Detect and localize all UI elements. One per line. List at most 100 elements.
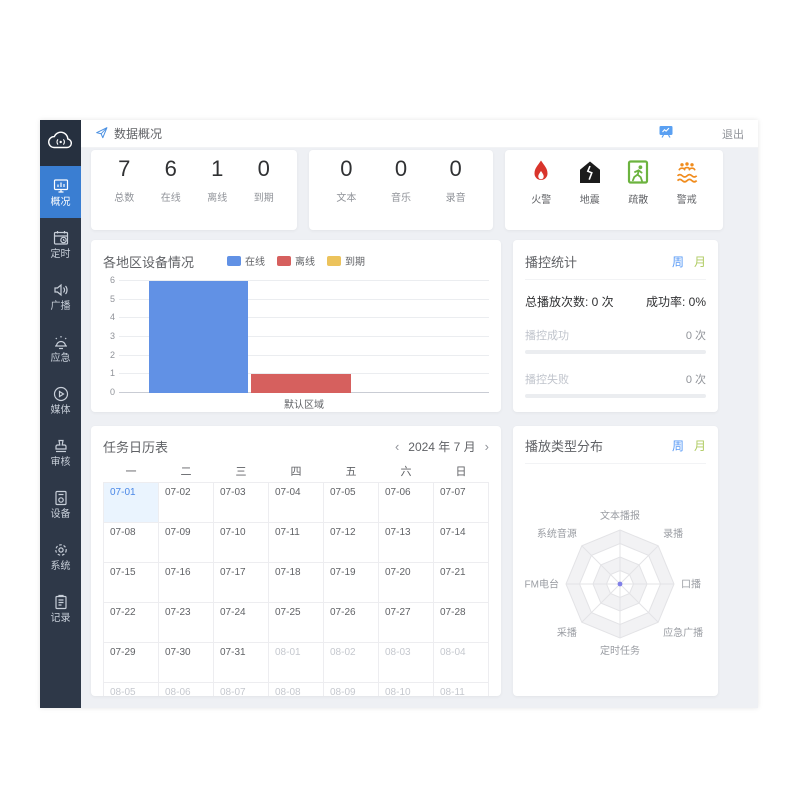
emergency-type-fire[interactable]: 火警	[527, 158, 555, 230]
tab-week[interactable]: 周	[671, 255, 684, 269]
calendar-cell-08-06[interactable]: 08-06	[158, 682, 214, 696]
legend-swatch	[277, 255, 291, 266]
calendar-cell-07-02[interactable]: 07-02	[158, 482, 214, 523]
calendar-cell-07-08[interactable]: 07-08	[103, 522, 159, 563]
legend-label: 离线	[295, 257, 315, 268]
radar-period-tabs: 周 月	[672, 437, 706, 454]
sidebar-item-device[interactable]: 设备	[40, 478, 81, 530]
sidebar-item-emergency[interactable]: 应急	[40, 322, 81, 374]
dashboard-content: 7 总数 6 在线 1 离线 0 到期 0 文本 0 音乐 0 录音 火警 地震 疏散 警戒 各地区设备情况 …	[81, 148, 758, 708]
playback-row-value: 0 次	[685, 374, 706, 386]
calendar-cell-07-26[interactable]: 07-26	[323, 602, 379, 643]
stat-label: 离线	[207, 193, 228, 204]
calendar-cell-07-18[interactable]: 07-18	[268, 562, 324, 603]
calendar-cell-07-11[interactable]: 07-11	[268, 522, 324, 563]
calendar-title: 任务日历表	[103, 439, 169, 455]
emergency-type-label: 疏散	[628, 195, 649, 206]
calendar-cell-07-20[interactable]: 07-20	[378, 562, 434, 603]
emergency-type-alert[interactable]: 警戒	[673, 158, 701, 230]
dashboard-icon	[52, 177, 70, 195]
calendar-cell-08-11[interactable]: 08-11	[433, 682, 489, 696]
calendar-cell-07-28[interactable]: 07-28	[433, 602, 489, 643]
calendar-cell-07-29[interactable]: 07-29	[103, 642, 159, 683]
logout-button[interactable]: 退出	[722, 128, 744, 141]
calendar-cell-07-19[interactable]: 07-19	[323, 562, 379, 603]
month-label: 2024 年 7 月	[408, 439, 476, 454]
playback-row-label: 播控成功	[525, 330, 569, 342]
calendar-cell-07-24[interactable]: 07-24	[213, 602, 269, 643]
next-month-button[interactable]: ›	[484, 438, 489, 454]
weekday-header: 三	[235, 466, 247, 478]
legend-swatch	[327, 255, 341, 266]
calendar-cell-07-05[interactable]: 07-05	[323, 482, 379, 523]
calendar-cell-08-09[interactable]: 08-09	[323, 682, 379, 696]
send-plane-icon	[95, 126, 108, 142]
calendar-cell-07-12[interactable]: 07-12	[323, 522, 379, 563]
radar-title: 播放类型分布	[525, 439, 604, 454]
stat-value: 6	[164, 156, 177, 181]
svg-text:文本播报: 文本播报	[600, 509, 640, 522]
sidebar-item-media[interactable]: 媒体	[40, 374, 81, 426]
y-tick: 6	[109, 275, 115, 285]
playback-row: 播控失败 0 次	[525, 371, 706, 398]
calendar-cell-07-21[interactable]: 07-21	[433, 562, 489, 603]
calendar-cell-07-31[interactable]: 07-31	[213, 642, 269, 683]
calendar-cell-07-23[interactable]: 07-23	[158, 602, 214, 643]
calendar-cell-07-15[interactable]: 07-15	[103, 562, 159, 603]
sidebar-item-overview[interactable]: 概况	[40, 166, 81, 218]
sidebar-item-broadcast[interactable]: 广播	[40, 270, 81, 322]
calendar-cell-08-03[interactable]: 08-03	[378, 642, 434, 683]
media-stat-music: 0 音乐	[390, 158, 411, 205]
stat-label: 录音	[445, 193, 466, 204]
tab-month[interactable]: 月	[693, 439, 706, 453]
calendar-cell-08-04[interactable]: 08-04	[433, 642, 489, 683]
legend-item-到期[interactable]: 到期	[327, 253, 365, 268]
legend-swatch	[227, 255, 241, 266]
charts-row: 各地区设备情况 在线 离线 到期 0 1 2 3 4 5 6 默认区域 播控统计	[91, 240, 748, 412]
sidebar-item-system[interactable]: 系统	[40, 530, 81, 582]
screen-board-icon[interactable]	[658, 124, 674, 144]
tab-month[interactable]: 月	[693, 255, 706, 269]
calendar-cell-07-27[interactable]: 07-27	[378, 602, 434, 643]
legend-item-离线[interactable]: 离线	[277, 253, 315, 268]
calendar-cell-07-25[interactable]: 07-25	[268, 602, 324, 643]
stat-label: 音乐	[390, 193, 411, 204]
calendar-cell-07-17[interactable]: 07-17	[213, 562, 269, 603]
calendar-cell-08-01[interactable]: 08-01	[268, 642, 324, 683]
calendar-cell-07-13[interactable]: 07-13	[378, 522, 434, 563]
calendar-cell-07-04[interactable]: 07-04	[268, 482, 324, 523]
gear-icon	[52, 541, 70, 559]
stat-label: 总数	[114, 193, 135, 204]
calendar-cell-07-22[interactable]: 07-22	[103, 602, 159, 643]
emergency-type-label: 地震	[579, 195, 600, 206]
device-stat-offline: 1 离线	[207, 158, 228, 205]
prev-month-button[interactable]: ‹	[394, 438, 400, 454]
stat-label: 在线	[160, 193, 181, 204]
calendar-cell-08-07[interactable]: 08-07	[213, 682, 269, 696]
calendar-cell-08-05[interactable]: 08-05	[103, 682, 159, 696]
calendar-cell-08-10[interactable]: 08-10	[378, 682, 434, 696]
calendar-cell-07-01[interactable]: 07-01	[103, 482, 159, 523]
calendar-cell-07-10[interactable]: 07-10	[213, 522, 269, 563]
sidebar-item-audit[interactable]: 审核	[40, 426, 81, 478]
calendar-cell-07-14[interactable]: 07-14	[433, 522, 489, 563]
calendar-cell-07-03[interactable]: 07-03	[213, 482, 269, 523]
calendar-cell-07-16[interactable]: 07-16	[158, 562, 214, 603]
topbar: 数据概况 退出	[81, 120, 758, 148]
app-logo	[40, 120, 81, 166]
legend-item-在线[interactable]: 在线	[227, 253, 265, 268]
gridline	[119, 280, 489, 281]
sidebar-item-timing[interactable]: 定时	[40, 218, 81, 270]
calendar-cell-07-30[interactable]: 07-30	[158, 642, 214, 683]
calendar-cell-07-09[interactable]: 07-09	[158, 522, 214, 563]
calendar-cell-08-08[interactable]: 08-08	[268, 682, 324, 696]
sidebar-item-records[interactable]: 记录	[40, 582, 81, 634]
emergency-type-earthquake[interactable]: 地震	[576, 158, 604, 230]
calendar-cell-08-02[interactable]: 08-02	[323, 642, 379, 683]
weekday-header: 五	[345, 466, 357, 478]
emergency-type-evacuation[interactable]: 疏散	[624, 158, 652, 230]
tab-week[interactable]: 周	[671, 439, 684, 453]
calendar-cell-07-07[interactable]: 07-07	[433, 482, 489, 523]
calendar-cell-07-06[interactable]: 07-06	[378, 482, 434, 523]
